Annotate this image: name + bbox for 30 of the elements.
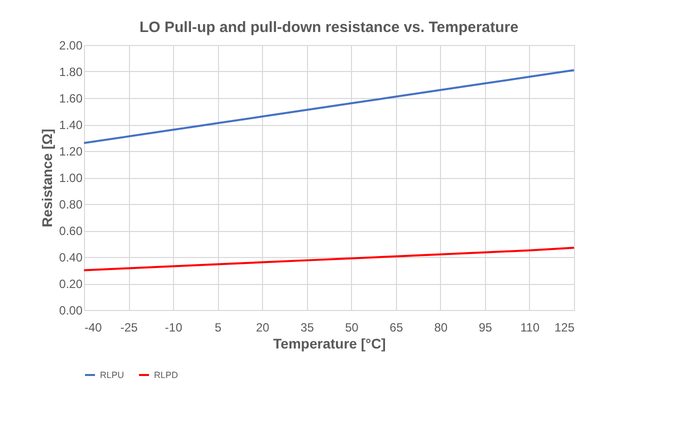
x-tick-label: -10 [164,320,183,334]
x-axis-title: Temperature [°C] [273,336,386,352]
x-tick-label: 20 [256,320,270,334]
y-tick-label: 1.80 [59,65,83,79]
x-tick-label: 110 [520,320,540,334]
x-tick-label: -25 [120,320,138,334]
y-tick-label: 0.00 [59,304,83,318]
y-axis-title: Resistance [Ω] [39,128,56,228]
x-tick-label: 65 [390,320,404,334]
y-tick-label: 0.40 [59,250,83,264]
x-tick-label: 95 [478,320,492,334]
chart-title: LO Pull-up and pull-down resistance vs. Temperature [140,19,518,36]
y-tick-label: 0.20 [59,277,83,291]
legend-label: RLPU [100,370,124,380]
y-tick-label: 0.60 [59,224,83,238]
y-tick-label: 1.20 [59,144,83,158]
y-tick-label: 0.80 [59,198,83,212]
line-series [83,69,575,144]
x-tick-label: 35 [300,320,314,334]
y-tick-label: 1.00 [59,171,83,185]
x-tick-label: 125 [554,320,575,334]
x-tick-label: 80 [434,320,448,334]
y-tick-label: 1.40 [59,118,83,132]
x-tick-label: 50 [345,320,359,334]
legend-label: RLPD [154,370,179,380]
x-tick-label: 5 [214,320,222,334]
line-series [83,246,575,272]
y-tick-label: 2.00 [59,38,83,52]
x-tick-label: -40 [84,320,102,334]
y-tick-label: 1.60 [59,92,83,106]
